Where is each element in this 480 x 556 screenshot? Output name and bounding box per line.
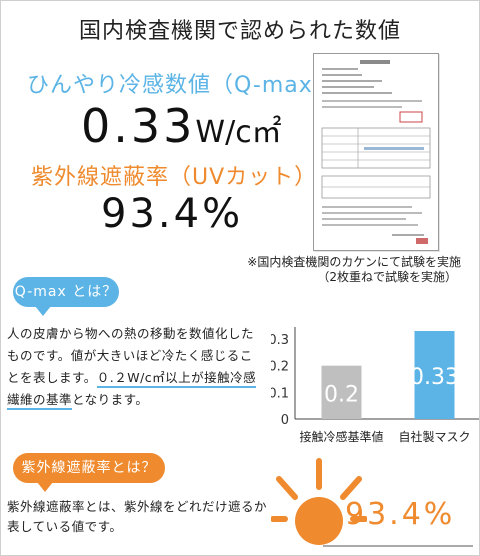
qmax-value-row: 0.33W/c㎡ <box>81 99 282 153</box>
certificate-document <box>313 53 439 251</box>
test-note: ※国内検査機関のカケンにて試験を実施 （2枚重ねで試験を実施） <box>247 255 461 285</box>
qmax-chart-svg: 0 0.1 0.2 0.3 0.2 接触冷感基準値 0.33 自社製マスク <box>268 327 479 444</box>
bar <box>321 365 362 419</box>
qmax-chart: 0 0.1 0.2 0.3 0.2 接触冷感基準値 0.33 自社製マスク <box>268 319 479 455</box>
x-category-label: 接触冷感基準値 <box>299 429 383 444</box>
qmax-highlight: ０.２W/c㎡以上が接触冷感繊維の基準 <box>7 370 257 410</box>
y-tick-label: 0 <box>281 413 289 428</box>
qmax-description-end: となります。 <box>72 392 149 407</box>
qmax-description: 人の皮膚から物への熱の移動を数値化したものです。値が大きいほど冷たく感じることを… <box>7 323 265 411</box>
qmax-unit: W/c㎡ <box>195 115 282 150</box>
y-tick-label: 0.1 <box>271 386 289 401</box>
certificate-image <box>321 60 431 244</box>
qmax-label: ひんやり冷感数値（Q-max） <box>27 73 336 98</box>
qmax-description-text: 人の皮膚から物への熱の移動を数値化したものです。値が大きいほど冷たく感じることを… <box>7 326 255 385</box>
qmax-heading-bubble: Q-max とは？ <box>13 277 119 316</box>
y-tick-label: 0.2 <box>271 360 289 375</box>
test-note-line2: （2枚重ねで試験を実施） <box>317 270 457 284</box>
bar-value-label: 0.33 <box>410 365 459 390</box>
sun-icon <box>271 458 367 545</box>
uv-label: 紫外線遮蔽率（UVカット） <box>31 165 318 190</box>
bar-value-label: 0.2 <box>324 382 359 407</box>
test-note-line1: ※国内検査機関のカケンにて試験を実施 <box>247 255 461 269</box>
uv-description: 紫外線遮蔽率とは、紫外線をどれだけ遮るか表している値です。 <box>7 499 268 534</box>
page-title: 国内検査機関で認められた数値 <box>78 19 401 44</box>
bar <box>414 331 455 419</box>
y-tick-label: 0.3 <box>271 333 289 348</box>
qmax-value: 0.33 <box>81 99 196 153</box>
x-category-label: 自社製マスク <box>398 429 470 444</box>
uv-underline <box>323 545 473 547</box>
uv-value: 93.4% <box>101 191 244 237</box>
uv-heading-bubble: 紫外線遮蔽率とは？ <box>13 453 165 492</box>
uv-big-value: 93.4% <box>345 497 456 532</box>
